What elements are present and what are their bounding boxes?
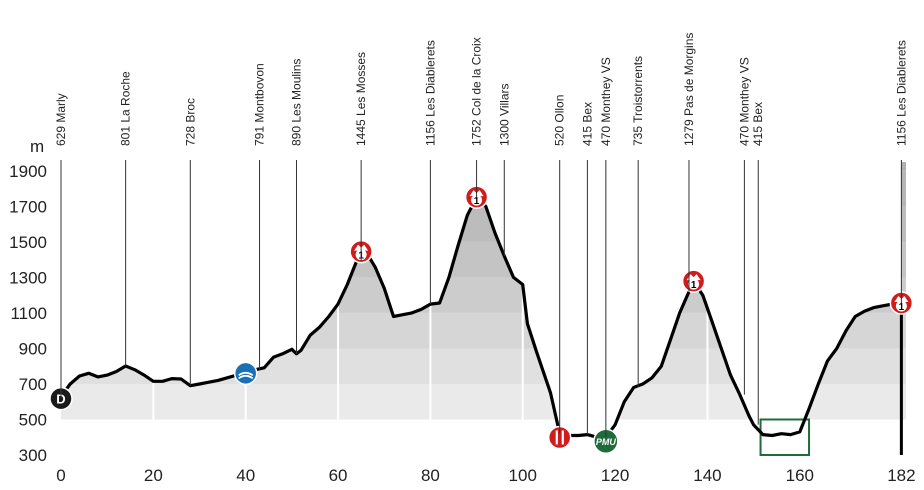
x-tick-label: 160 bbox=[786, 466, 814, 485]
waypoint-label: 728 Broc bbox=[183, 98, 197, 146]
waypoint-label: 629 Marly bbox=[54, 93, 68, 146]
waypoint-label: 1279 Pas de Morgins bbox=[682, 33, 696, 146]
climb-category: 1 bbox=[691, 280, 697, 291]
y-tick-label: 1900 bbox=[9, 162, 47, 181]
y-tick-label: 1300 bbox=[9, 268, 47, 287]
wave-icon bbox=[238, 374, 254, 380]
waypoint-label: 415 Bex bbox=[751, 102, 765, 146]
y-tick-label: 700 bbox=[19, 375, 47, 394]
waypoint-label: 470 Monthey VS bbox=[599, 57, 613, 146]
waypoint-label: 415 Bex bbox=[580, 102, 594, 146]
y-tick-label: 1700 bbox=[9, 197, 47, 216]
x-tick-label: 60 bbox=[329, 466, 348, 485]
x-tick-label: 20 bbox=[144, 466, 163, 485]
category-disc bbox=[895, 300, 907, 312]
knife-icon bbox=[561, 430, 564, 445]
waypoint-label: 801 La Roche bbox=[119, 71, 133, 146]
climb-category: 1 bbox=[899, 302, 905, 313]
y-tick-label: 1500 bbox=[9, 233, 47, 252]
waypoint-label: 791 Montbovon bbox=[253, 63, 267, 146]
route-markers: D11PMU11 bbox=[49, 185, 914, 454]
x-tick-label: 80 bbox=[421, 466, 440, 485]
climb-marker: 1 bbox=[681, 269, 706, 293]
sprint-label: PMU bbox=[596, 437, 617, 447]
waypoint-label: 1156 Les Diablerets bbox=[894, 40, 908, 146]
feed-marker bbox=[547, 425, 572, 450]
waypoint-label: 1300 Villars bbox=[497, 84, 511, 146]
x-tick-label: 182 bbox=[887, 466, 915, 485]
category-disc bbox=[471, 194, 483, 206]
waypoint-label: 890 Les Moulins bbox=[289, 59, 303, 146]
waypoint-label: 520 Ollon bbox=[553, 95, 567, 146]
mountain-icon bbox=[686, 274, 701, 281]
fork-icon bbox=[555, 430, 558, 445]
start-label: D bbox=[56, 392, 65, 407]
waypoint-labels: 629 Marly 801 La Roche 728 Broc 791 Montbov… bbox=[54, 33, 908, 438]
climb-category: 1 bbox=[474, 196, 480, 207]
x-tick-label: 120 bbox=[601, 466, 629, 485]
x-tick-label: 0 bbox=[56, 466, 65, 485]
x-tick-label: 40 bbox=[236, 466, 255, 485]
y-tick-label: 300 bbox=[19, 446, 47, 465]
x-tick-label: 140 bbox=[693, 466, 721, 485]
waypoint-label: 735 Troistorrents bbox=[631, 56, 645, 146]
y-tick-label: 1100 bbox=[10, 304, 47, 323]
waypoint-label: 1156 Les Diablerets bbox=[423, 40, 437, 146]
sky-mask bbox=[61, 162, 902, 438]
y-tick-label: 500 bbox=[19, 410, 47, 429]
feed-zone-marker bbox=[233, 361, 258, 386]
y-tick-label: 900 bbox=[19, 339, 47, 358]
category-disc bbox=[688, 278, 700, 290]
waypoint-label: 470 Monthey VS bbox=[737, 57, 751, 146]
x-tick-label: 100 bbox=[509, 466, 537, 485]
waypoint-label: 1445 Les Mosses bbox=[354, 52, 368, 146]
circuit-box bbox=[759, 418, 811, 457]
wave-icon bbox=[238, 371, 254, 377]
waypoint-label: 1752 Col de la Croix bbox=[470, 37, 484, 146]
y-unit-label: m bbox=[30, 137, 44, 156]
